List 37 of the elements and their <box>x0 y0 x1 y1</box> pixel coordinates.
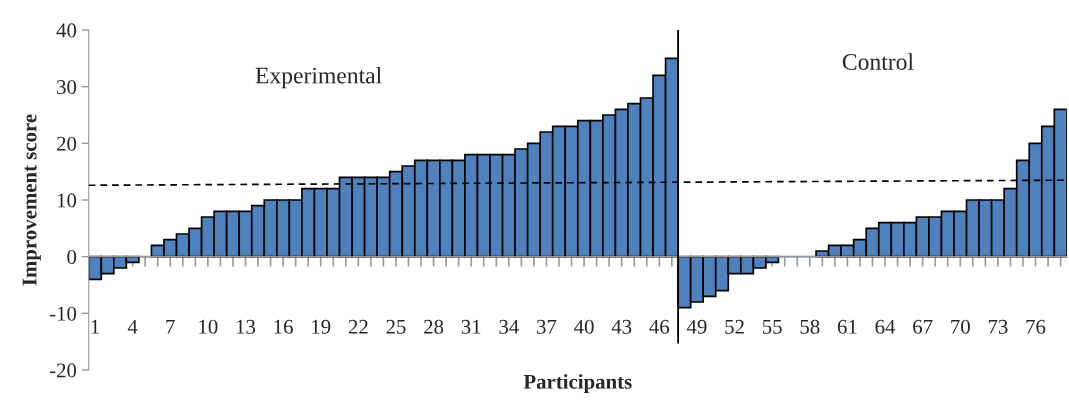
x-tick-label: 1 <box>91 319 99 334</box>
x-tick-label: 31 <box>461 319 481 334</box>
x-tick-label: 49 <box>686 319 707 334</box>
x-tick-label: 19 <box>312 319 331 334</box>
x-tick-label: 25 <box>386 319 406 334</box>
x-tick-label: 76 <box>1026 319 1046 334</box>
annotation: Control <box>842 53 914 70</box>
x-tick-label: 52 <box>725 319 744 334</box>
y-tick-label: 20 <box>57 136 77 151</box>
x-tick-label: 7 <box>166 319 175 334</box>
x-tick-label: 61 <box>837 319 857 334</box>
y-tick-label: 10 <box>57 193 77 208</box>
x-tick-label: 28 <box>424 319 444 334</box>
x-tick-label: 67 <box>913 319 933 334</box>
x-tick-label: 70 <box>951 319 970 334</box>
x-tick-label: 10 <box>199 319 218 334</box>
x-tick-label: 55 <box>762 319 782 334</box>
x-tick-label: 43 <box>611 319 632 334</box>
x-tick-label: 58 <box>800 319 820 334</box>
x-tick-label: 46 <box>649 319 670 334</box>
x-tick-label: 16 <box>274 319 293 334</box>
x-tick-label: 13 <box>236 319 256 334</box>
x-tick-label: 40 <box>574 319 594 334</box>
y-tick-label: 40 <box>56 23 77 38</box>
x-tick-label: 64 <box>875 319 896 334</box>
x-axis-title: Participants <box>523 374 632 394</box>
x-tick-label: 73 <box>988 319 1008 334</box>
x-tick-label: 34 <box>499 319 519 334</box>
x-tick-label: 22 <box>348 319 368 334</box>
y-tick-label: 0 <box>67 250 77 265</box>
y-tick-label: 30 <box>57 80 77 95</box>
x-tick-label: 4 <box>127 319 138 334</box>
annotation: Experimental <box>255 66 382 89</box>
y-tick-label: -10 <box>49 306 77 321</box>
x-tick-label: 37 <box>537 319 557 334</box>
y-tick-label: -20 <box>49 363 77 378</box>
y-axis-title: Improvement score <box>22 114 41 286</box>
